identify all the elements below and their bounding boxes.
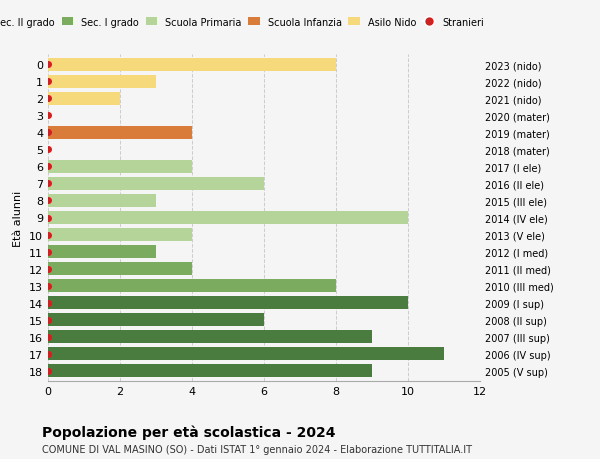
Y-axis label: Età alunni: Età alunni bbox=[13, 190, 23, 246]
Bar bbox=[48, 280, 336, 292]
Text: COMUNE DI VAL MASINO (SO) - Dati ISTAT 1° gennaio 2024 - Elaborazione TUTTITALIA: COMUNE DI VAL MASINO (SO) - Dati ISTAT 1… bbox=[42, 444, 472, 454]
Legend: Sec. II grado, Sec. I grado, Scuola Primaria, Scuola Infanzia, Asilo Nido, Stran: Sec. II grado, Sec. I grado, Scuola Prim… bbox=[0, 17, 484, 28]
Bar bbox=[48, 195, 156, 207]
Bar bbox=[48, 330, 372, 343]
Text: Popolazione per età scolastica - 2024: Popolazione per età scolastica - 2024 bbox=[42, 425, 335, 439]
Bar bbox=[48, 229, 192, 241]
Bar bbox=[48, 59, 336, 72]
Bar bbox=[48, 313, 264, 326]
Bar bbox=[48, 178, 264, 190]
Bar bbox=[48, 93, 120, 106]
Bar bbox=[48, 212, 408, 224]
Bar bbox=[48, 76, 156, 89]
Bar bbox=[48, 127, 192, 140]
Bar bbox=[48, 347, 444, 360]
Bar bbox=[48, 364, 372, 377]
Bar bbox=[48, 263, 192, 275]
Bar bbox=[48, 297, 408, 309]
Bar bbox=[48, 161, 192, 174]
Bar bbox=[48, 246, 156, 258]
